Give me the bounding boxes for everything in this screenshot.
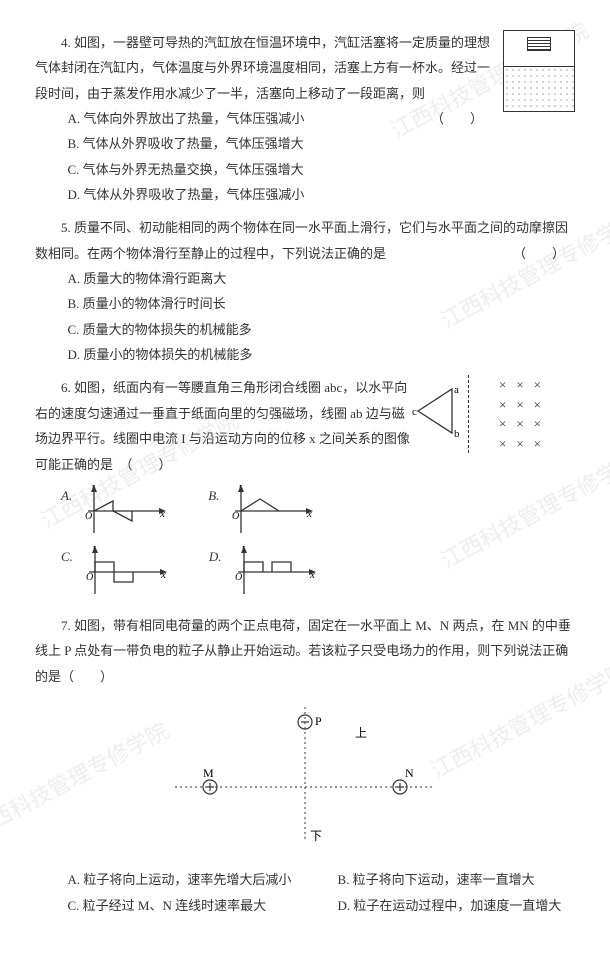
question-5: 5. 质量不同、初动能相同的两个物体在同一水平面上滑行，它们与水平面之间的动摩擦… — [35, 215, 575, 367]
svg-text:c: c — [412, 406, 417, 418]
svg-text:a: a — [454, 384, 459, 396]
chart-a-svg: I O x — [78, 483, 168, 538]
chart-c-svg: I O x — [79, 544, 169, 599]
chart-label: B. — [208, 483, 219, 508]
question-7: 7. 如图，带有相同电荷量的两个正点电荷，固定在一水平面上 M、N 两点，在 M… — [35, 613, 575, 918]
triangle-svg: a b c — [412, 383, 460, 439]
q6-option-c: C. I O x — [61, 544, 169, 599]
chart-d-svg: I O x — [228, 544, 318, 599]
svg-text:上: 上 — [355, 726, 367, 740]
q4-option-a: A. 气体向外界放出了热量，气体压强减小 — [35, 106, 575, 131]
question-6: ×××××××××××× a b c 6. 如图，纸面内有一等腰直角三角形闭合线… — [35, 375, 575, 604]
answer-paren: （ ） — [487, 241, 565, 266]
q7-option-a: A. 粒子将向上运动，速率先增大后减小 — [35, 867, 305, 892]
chart-label: C. — [61, 544, 73, 569]
triangle-coil-icon: a b c — [412, 383, 460, 447]
svg-text:P: P — [315, 714, 322, 728]
q5-option-a: A. 质量大的物体滑行距离大 — [35, 266, 575, 291]
q6-option-d: D. I O x — [209, 544, 318, 599]
q6-option-b: B. I O x — [208, 483, 315, 538]
svg-text:O: O — [85, 511, 92, 522]
svg-text:O: O — [235, 572, 242, 583]
svg-text:O: O — [86, 572, 93, 583]
q4-option-c: C. 气体与外界无热量交换，气体压强增大 — [35, 157, 575, 182]
chart-label: A. — [61, 483, 72, 508]
q7-svg: P M N 上 下 — [155, 697, 455, 847]
q6-chart-row-1: A. I O x B. I O x — [61, 483, 575, 538]
chart-label: D. — [209, 544, 222, 569]
svg-text:下: 下 — [310, 829, 322, 843]
q4-option-b: B. 气体从外界吸收了热量，气体压强增大 — [35, 131, 575, 156]
q5-option-b: B. 质量小的物体滑行时间长 — [35, 291, 575, 316]
q7-options: A. 粒子将向上运动，速率先增大后减小 B. 粒子将向下运动，速率一直增大 C.… — [35, 867, 575, 918]
answer-paren: （ ） — [405, 106, 483, 131]
svg-text:M: M — [203, 766, 214, 780]
q4-option-d: D. 气体从外界吸收了热量，气体压强减小 — [35, 182, 575, 207]
question-4: 4. 如图，一器壁可导热的汽缸放在恒温环境中，汽缸活塞将一定质量的理想气体封闭在… — [35, 30, 575, 207]
q6-chart-row-2: C. I O x D. I O x — [61, 544, 575, 599]
piston-jar-icon — [503, 30, 575, 112]
q5-option-c: C. 质量大的物体损失的机械能多 — [35, 317, 575, 342]
q7-option-b: B. 粒子将向下运动，速率一直增大 — [305, 867, 575, 892]
q4-stem: 4. 如图，一器壁可导热的汽缸放在恒温环境中，汽缸活塞将一定质量的理想气体封闭在… — [35, 30, 575, 106]
q7-figure: P M N 上 下 — [35, 697, 575, 855]
chart-b-svg: I O x — [225, 483, 315, 538]
svg-text:N: N — [405, 766, 414, 780]
q5-option-d: D. 质量小的物体损失的机械能多 — [35, 342, 575, 367]
svg-text:O: O — [232, 511, 239, 522]
q7-option-c: C. 粒子经过 M、N 连线时速率最大 — [35, 893, 305, 918]
q7-option-d: D. 粒子在运动过程中，加速度一直增大 — [305, 893, 575, 918]
q6-option-a: A. I O x — [61, 483, 168, 538]
svg-text:b: b — [454, 428, 460, 439]
q5-stem: 5. 质量不同、初动能相同的两个物体在同一水平面上滑行，它们与水平面之间的动摩擦… — [35, 215, 575, 266]
q7-stem: 7. 如图，带有相同电荷量的两个正点电荷，固定在一水平面上 M、N 两点，在 M… — [35, 613, 575, 689]
magnetic-field-icon: ×××××××××××× — [468, 375, 575, 453]
q4-figure — [503, 30, 575, 112]
